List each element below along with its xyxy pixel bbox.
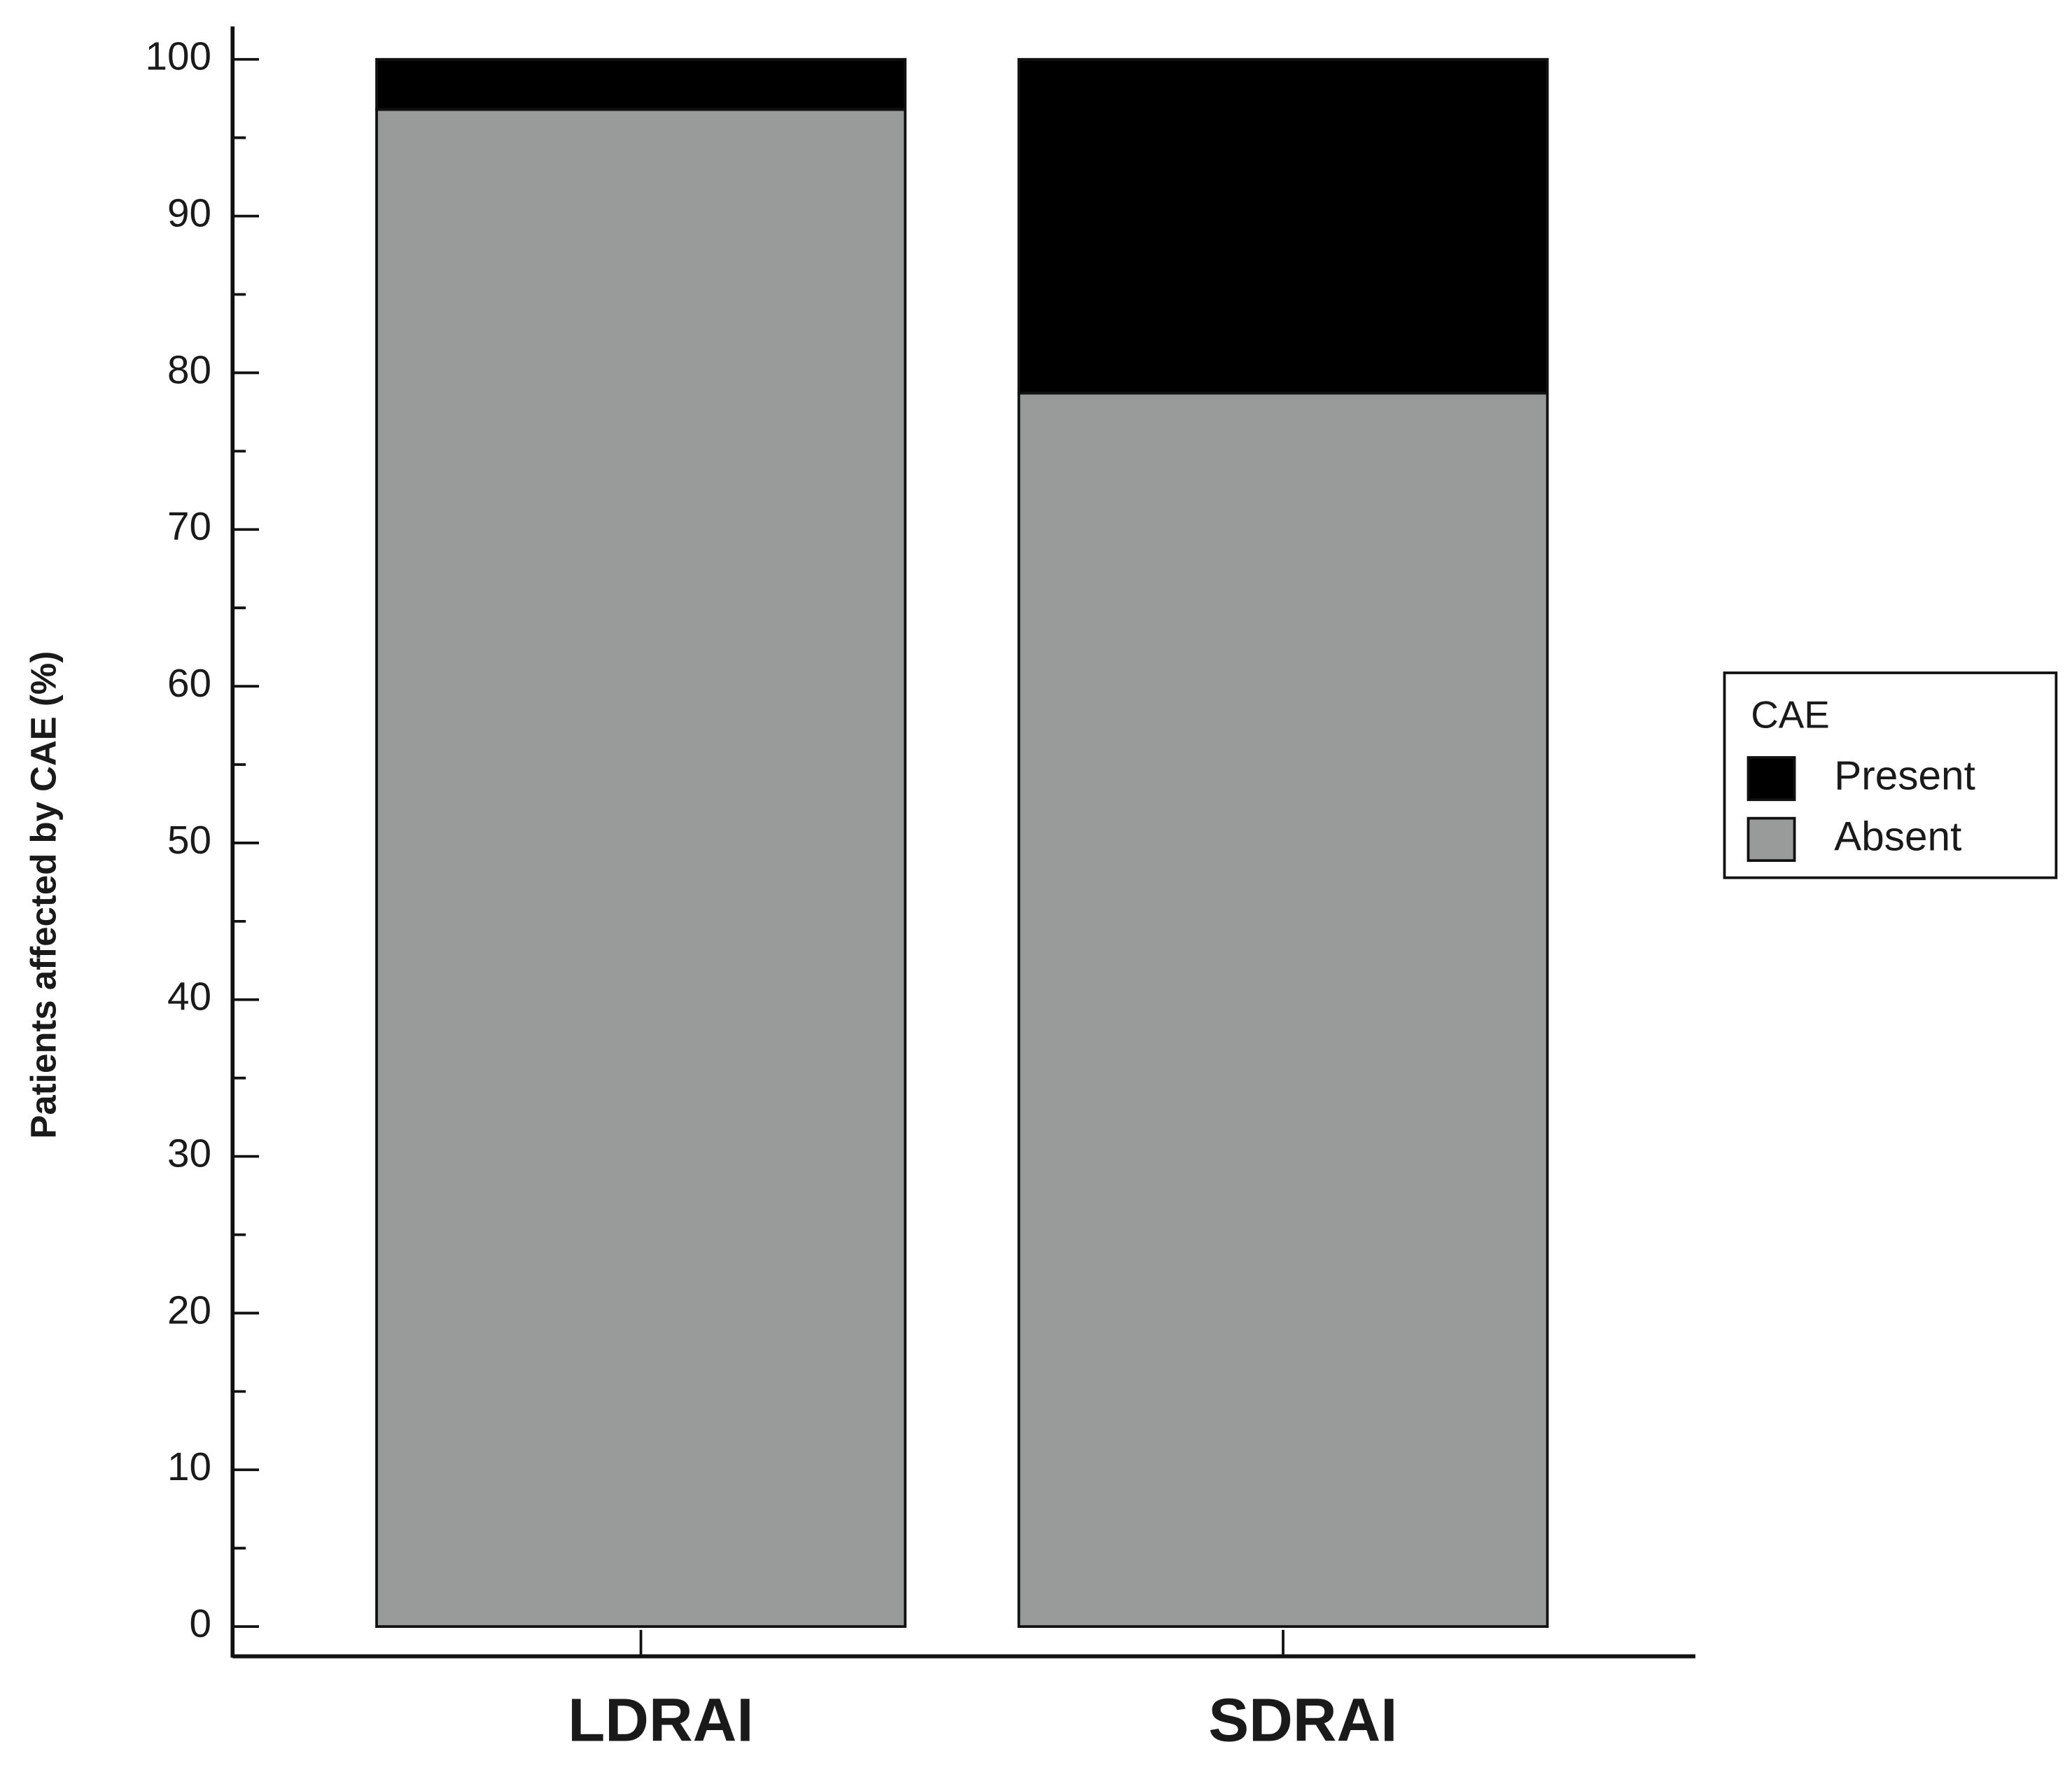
y-tick-label: 20 <box>167 1288 211 1332</box>
y-tick-label: 0 <box>190 1602 211 1646</box>
legend-title: CAE <box>1751 693 1830 737</box>
bar-segment <box>375 108 906 1628</box>
y-tick-label: 70 <box>167 505 211 549</box>
y-tick-label: 50 <box>167 818 211 863</box>
legend-swatch <box>1746 755 1796 802</box>
bar-segment <box>1017 391 1549 1628</box>
y-tick-label: 80 <box>167 348 211 392</box>
x-tick-label: LDRAI <box>568 1687 753 1755</box>
y-tick-label: 40 <box>167 975 211 1019</box>
y-tick-label: 90 <box>167 192 211 236</box>
y-tick-label: 100 <box>146 35 211 79</box>
y-tick-label: 10 <box>167 1445 211 1489</box>
legend-swatch <box>1746 816 1796 862</box>
legend-label: Present <box>1834 753 1975 798</box>
legend-label: Absent <box>1834 814 1961 859</box>
y-tick-label: 60 <box>167 662 211 706</box>
y-tick-label: 30 <box>167 1132 211 1176</box>
x-tick-label: SDRAI <box>1208 1687 1397 1755</box>
bar-segment <box>375 57 906 111</box>
y-axis-label: Patients affected by CAE (%) <box>24 651 64 1139</box>
bar-segment <box>1017 57 1549 395</box>
